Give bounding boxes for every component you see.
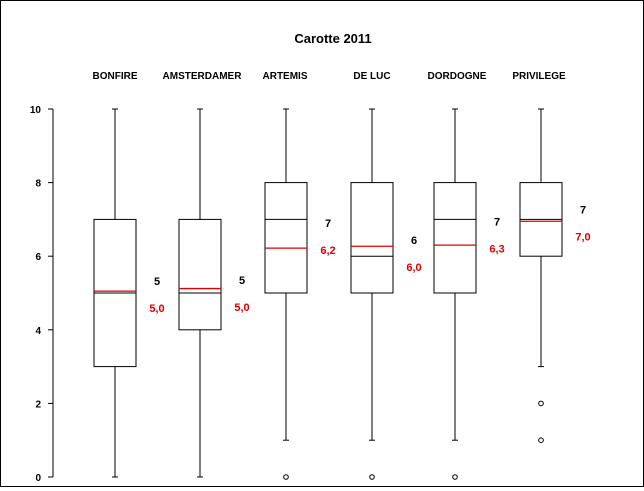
box-group: 77,0 bbox=[519, 108, 591, 444]
chart-title: Carotte 2011 bbox=[294, 31, 371, 46]
mean-value-label: 6,3 bbox=[489, 243, 504, 255]
outlier-point bbox=[452, 474, 458, 480]
category-label: PRIVILEGE bbox=[512, 71, 566, 82]
y-tick-label: 10 bbox=[30, 105, 42, 116]
boxes: 55,055,076,266,076,377,0 bbox=[93, 108, 591, 480]
median-value-label: 5 bbox=[154, 276, 160, 288]
box-group: 55,0 bbox=[93, 108, 165, 478]
median-value-label: 7 bbox=[325, 218, 331, 230]
iqr-box bbox=[350, 182, 394, 294]
y-tick-label: 6 bbox=[35, 252, 41, 263]
mean-value-label: 6,2 bbox=[320, 245, 335, 257]
mean-value-label: 6,0 bbox=[406, 262, 421, 274]
median-value-label: 5 bbox=[239, 275, 245, 287]
y-tick-label: 4 bbox=[35, 326, 41, 337]
outlier-point bbox=[369, 474, 375, 480]
outlier-point bbox=[538, 437, 544, 444]
box-group: 76,3 bbox=[433, 108, 505, 480]
median-value-label: 6 bbox=[411, 235, 417, 247]
y-tick-label: 2 bbox=[35, 399, 41, 410]
mean-value-label: 5,0 bbox=[234, 302, 249, 314]
iqr-box bbox=[433, 182, 477, 294]
outlier-point bbox=[283, 474, 289, 480]
iqr-box bbox=[178, 218, 222, 331]
median-value-label: 7 bbox=[494, 216, 500, 228]
mean-value-label: 5,0 bbox=[149, 303, 164, 315]
category-label: BONFIRE bbox=[93, 71, 138, 82]
category-label: DORDOGNE bbox=[428, 71, 487, 82]
outlier-point bbox=[538, 400, 544, 407]
iqr-box bbox=[264, 182, 308, 294]
box-group: 55,0 bbox=[178, 108, 250, 478]
category-label: ARTEMIS bbox=[263, 71, 308, 82]
category-labels: BONFIRE AMSTERDAMER ARTEMIS DE LUC DORDOGNE P… bbox=[93, 71, 566, 82]
mean-value-label: 7,0 bbox=[575, 231, 590, 243]
median-value-label: 7 bbox=[580, 204, 586, 216]
category-label: DE LUC bbox=[353, 71, 390, 82]
box-group: 66,0 bbox=[350, 108, 422, 480]
box-group: 76,2 bbox=[264, 108, 336, 480]
y-axis: 0 2 4 6 8 10 bbox=[30, 105, 54, 484]
category-label: AMSTERDAMER bbox=[163, 71, 243, 82]
y-tick-label: 0 bbox=[35, 473, 41, 484]
y-tick-label: 8 bbox=[35, 179, 41, 190]
